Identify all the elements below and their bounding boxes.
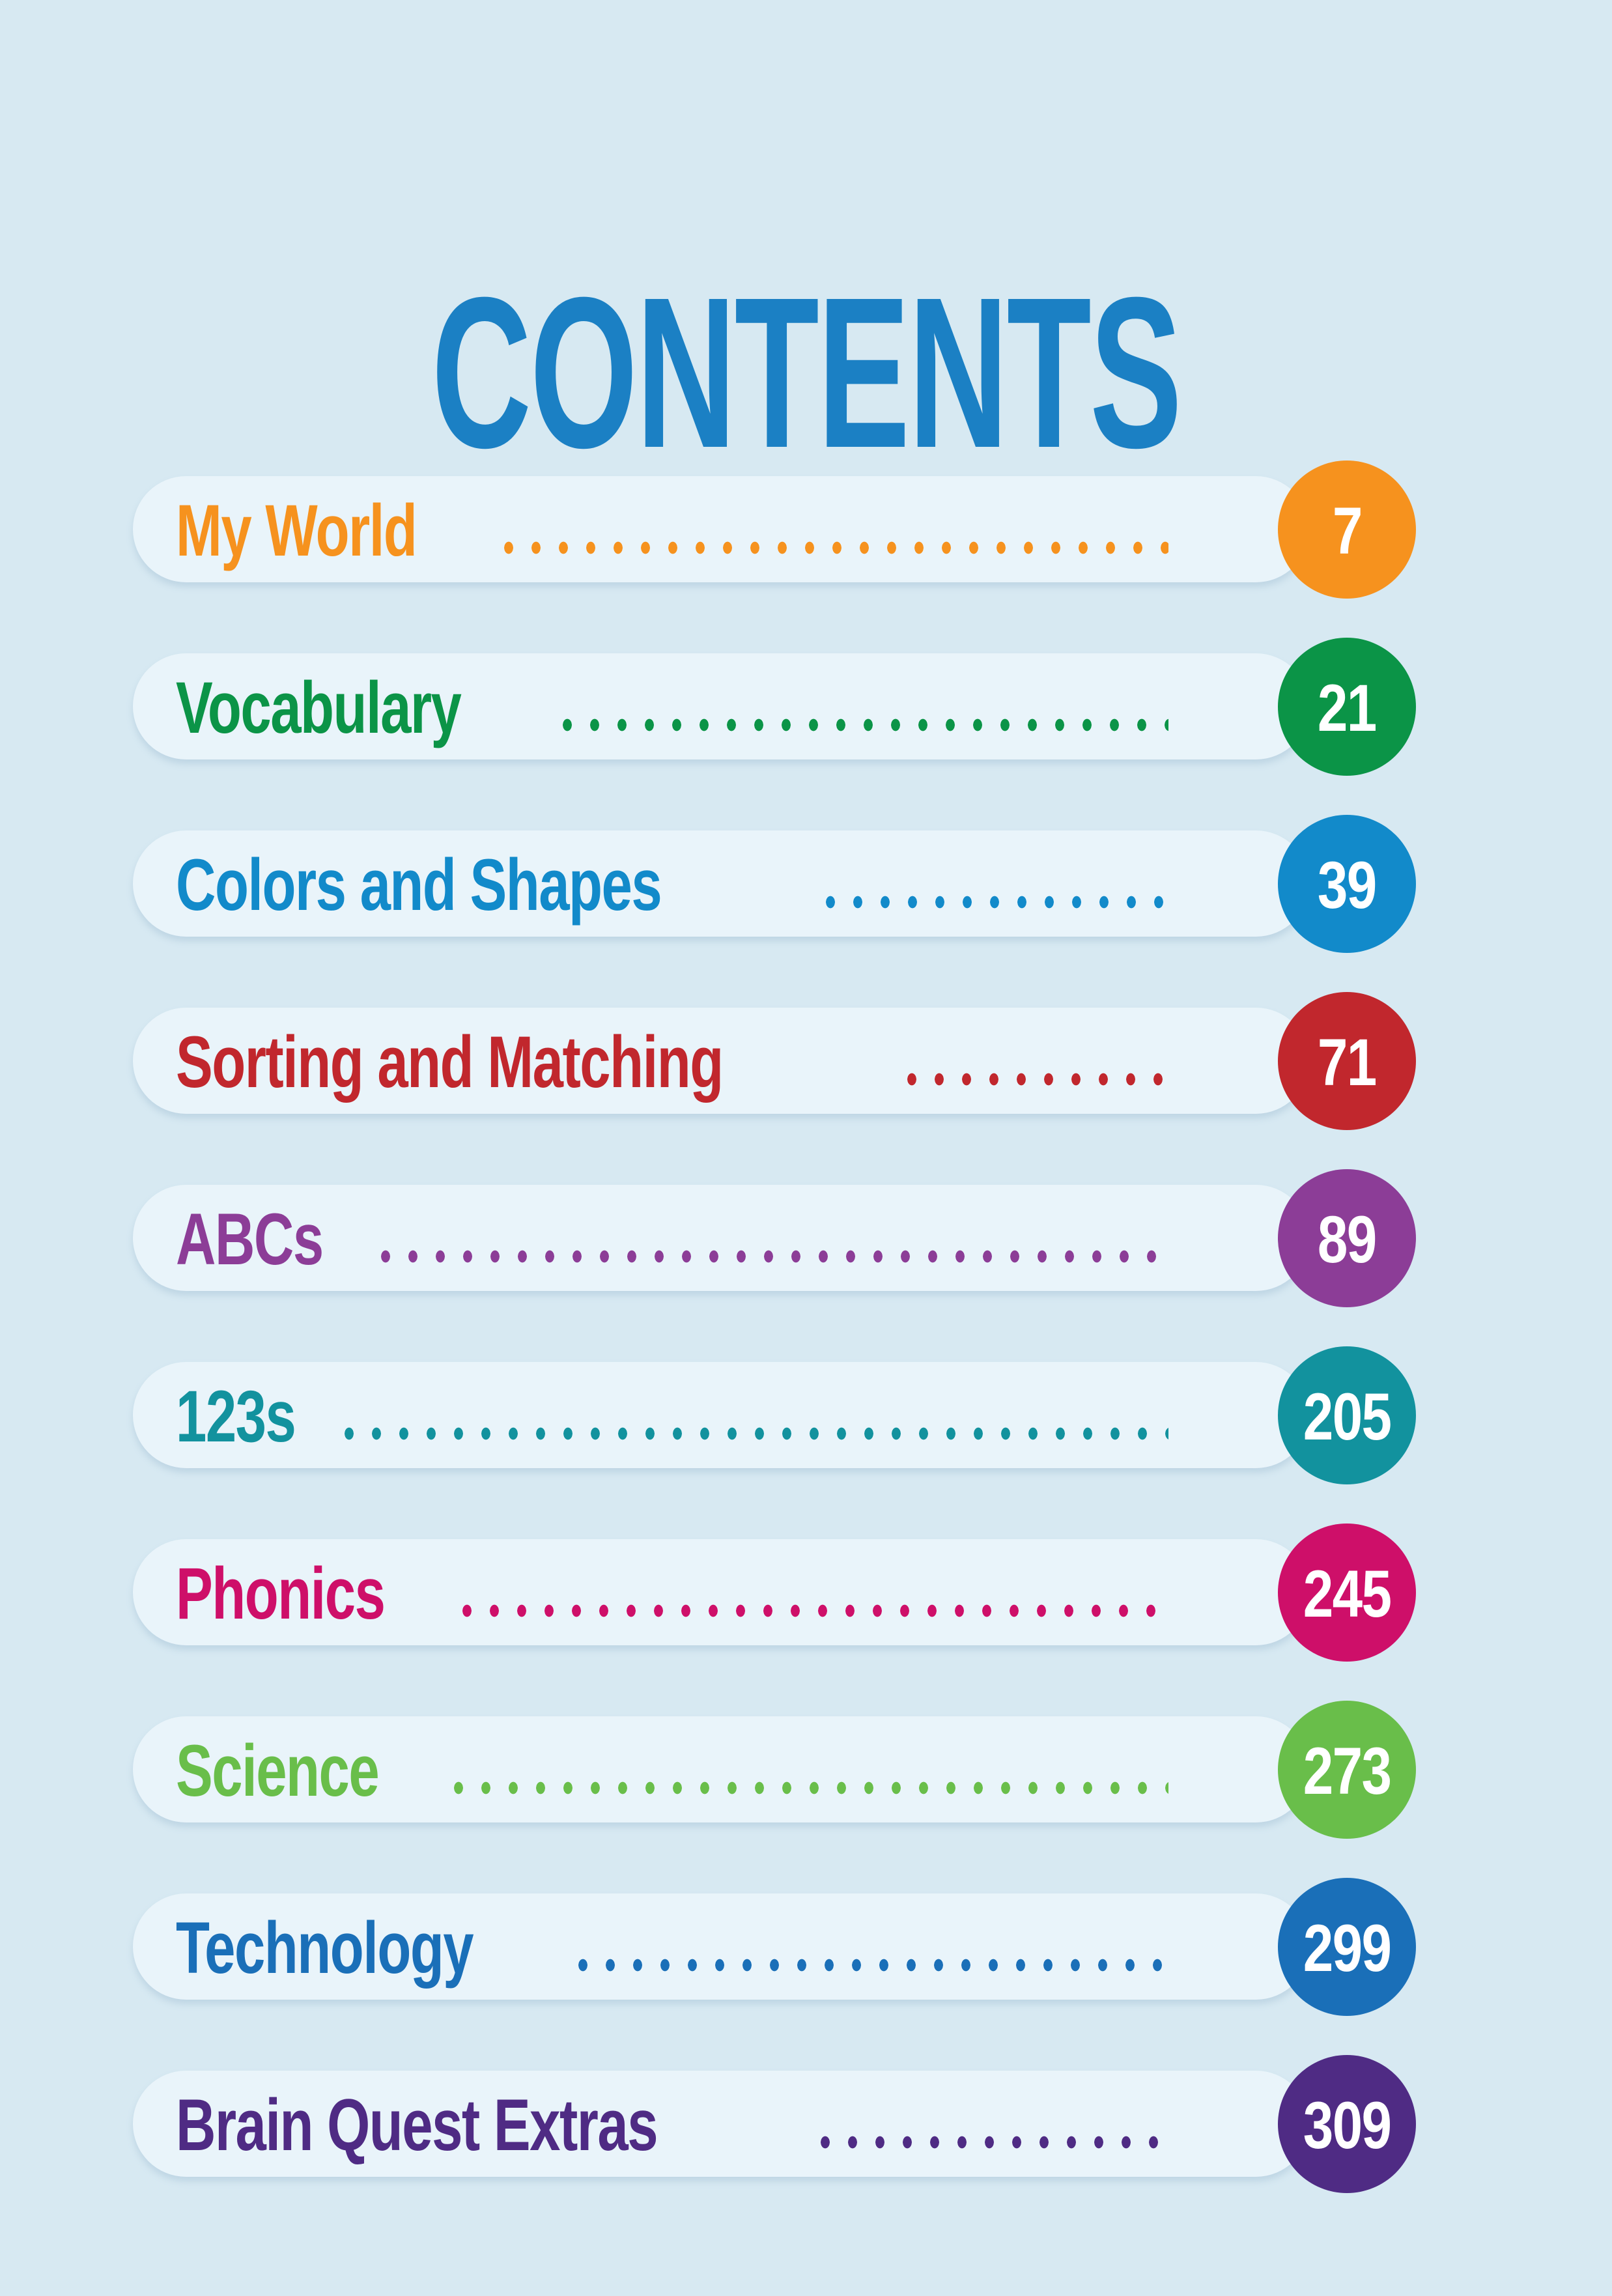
toc-entry[interactable]: Science 273 [133,1701,1416,1839]
dot-leader [553,717,1168,732]
dot-leader [335,1426,1168,1441]
toc-entry-label: Colors and Shapes [176,843,662,926]
toc-entry[interactable]: Colors and Shapes 39 [133,815,1416,953]
dot-leader [494,540,1168,555]
dot-leader [812,2134,1168,2149]
page-number-badge: 39 [1278,815,1416,953]
toc-entry[interactable]: Brain Quest Extras 309 [133,2055,1416,2193]
toc-entry[interactable]: Vocabulary 21 [133,638,1416,776]
page-number-badge: 21 [1278,638,1416,776]
page-number: 39 [1318,848,1377,922]
toc-entry[interactable]: Technology 299 [133,1878,1416,2016]
toc-list: My World 7 Vocabulary 21 Colors and Shap… [133,461,1416,2193]
toc-entry[interactable]: ABCs 89 [133,1169,1416,1307]
dot-leader [371,1249,1168,1264]
page-number: 21 [1318,671,1377,745]
dot-leader [445,1780,1168,1795]
toc-entry-label: ABCs [176,1198,324,1280]
dot-leader [569,1957,1168,1972]
toc-entry[interactable]: 123s 205 [133,1346,1416,1484]
page-number-badge: 309 [1278,2055,1416,2193]
toc-entry-label: Sorting and Matching [176,1021,724,1103]
page-number: 89 [1318,1202,1377,1277]
page-number: 245 [1303,1557,1392,1631]
page-number: 7 [1332,494,1363,568]
toc-entry-label: Brain Quest Extras [176,2084,658,2166]
dot-leader [453,1603,1168,1618]
page-number-badge: 245 [1278,1524,1416,1662]
page-number: 299 [1303,1911,1392,1985]
page-number: 273 [1303,1734,1392,1808]
page-title: CONTENTS [431,252,1182,493]
toc-entry-label: Phonics [176,1552,386,1634]
toc-entry[interactable]: Sorting and Matching 71 [133,992,1416,1130]
toc-entry-label: My World [176,489,417,571]
page-number-badge: 205 [1278,1346,1416,1484]
page-number-badge: 273 [1278,1701,1416,1839]
dot-leader [817,894,1168,909]
page-number-badge: 299 [1278,1878,1416,2016]
toc-entry-label: Vocabulary [176,666,462,748]
page-number-badge: 89 [1278,1169,1416,1307]
toc-entry[interactable]: Phonics 245 [133,1524,1416,1662]
page-number-badge: 71 [1278,992,1416,1130]
dot-leader [898,1071,1168,1086]
toc-entry[interactable]: My World 7 [133,461,1416,599]
toc-entry-label: 123s [176,1375,296,1457]
page-number: 309 [1303,2088,1392,2162]
toc-entry-label: Science [176,1729,380,1811]
page-number: 205 [1303,1380,1392,1454]
page-number-badge: 7 [1278,461,1416,599]
toc-entry-label: Technology [176,1906,474,1989]
page-number: 71 [1318,1025,1377,1099]
